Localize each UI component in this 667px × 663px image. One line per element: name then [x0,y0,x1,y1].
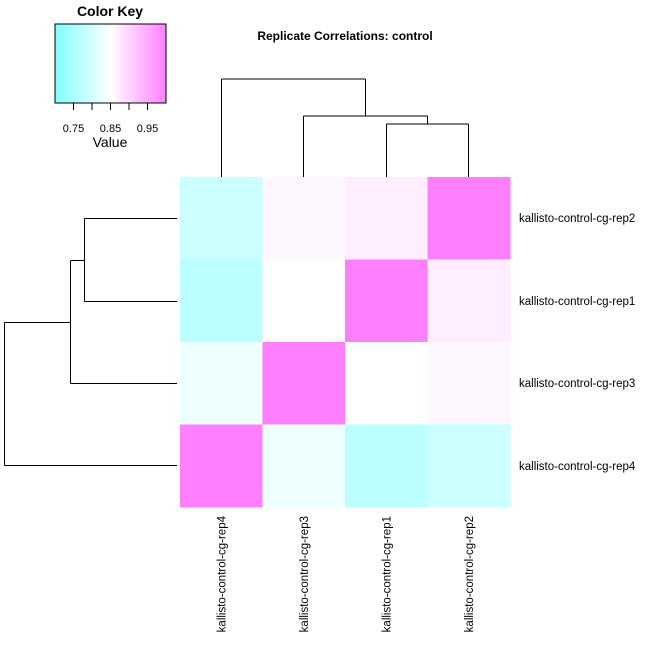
row-dendro-merge-rep4 [4,322,177,466]
heatmap-cell [180,177,263,260]
row-dendro-merge-rep3 [70,260,177,384]
heatmap-cell [345,177,428,260]
heatmap-cell [180,424,263,508]
color-key-xlabel: Value [93,134,128,150]
col-dendro-merge-rep4 [221,78,366,177]
heatmap-cell [180,259,263,343]
row-label: kallisto-control-cg-rep2 [519,213,635,225]
heatmap-cell [262,424,346,508]
heatmap-cell [345,342,428,425]
heatmap-cell [427,259,511,343]
row-dendro-merge-rep2-rep1 [84,218,177,302]
heatmap-cell [345,259,428,343]
heatmap-cell [427,177,511,260]
heatmap-cell [427,424,511,508]
color-key-tick-label: 0.85 [100,123,121,135]
color-key-tick-label: 0.75 [63,123,84,135]
heatmap-cell [262,177,346,260]
row-label: kallisto-control-cg-rep3 [519,378,635,390]
column-label: kallisto-control-cg-rep4 [217,515,229,632]
column-labels: kallisto-control-cg-rep4 kallisto-contro… [217,515,477,632]
heatmap-cell [180,342,263,425]
col-dendro-merge-rep3 [303,115,428,177]
column-dendrogram [221,78,469,177]
column-label: kallisto-control-cg-rep1 [382,516,394,632]
column-label: kallisto-control-cg-rep2 [464,516,476,632]
column-label: kallisto-control-cg-rep3 [299,516,311,632]
color-key-tick-label: 0.95 [137,123,158,135]
row-dendrogram [4,218,177,466]
chart-title: Replicate Correlations: control [257,29,432,43]
row-labels: kallisto-control-cg-rep2 kallisto-contro… [519,213,636,473]
color-key: Color Key 0.75 0.85 0.95 Value [54,3,167,150]
heatmap-cell [262,342,346,425]
heatmap-cell [345,424,428,508]
row-label: kallisto-control-cg-rep1 [519,296,635,308]
heatmap-cells [180,177,511,508]
color-key-gradient [54,23,167,104]
color-key-title: Color Key [77,3,143,19]
row-label: kallisto-control-cg-rep4 [519,461,636,473]
heatmap-cell [262,259,346,343]
col-dendro-merge-rep1-rep2 [386,123,469,177]
heatmap-cell [427,342,511,425]
